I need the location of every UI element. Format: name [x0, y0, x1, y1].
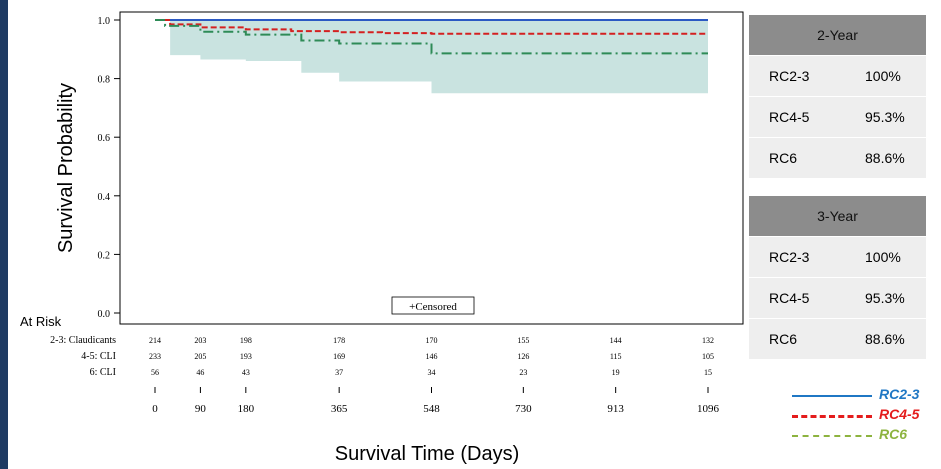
- x-tick-label: 1096: [697, 403, 720, 415]
- two-year-header: 2-Year: [749, 15, 926, 56]
- y-tick-label: 1.0: [98, 16, 111, 27]
- at-risk-value: 15: [704, 368, 712, 377]
- legend-label: RC6: [879, 426, 908, 442]
- legend-line-solid: [792, 395, 872, 397]
- at-risk-value: 170: [426, 336, 438, 345]
- row-value: 95.3%: [839, 96, 926, 138]
- legend-line-dashed: [792, 415, 872, 418]
- x-tick-label: 90: [195, 403, 207, 415]
- confidence-band: [155, 20, 708, 94]
- at-risk-value: 115: [610, 352, 622, 361]
- two-year-table: 2-Year RC2-3 100% RC4-5 95.3% RC6 88.6%: [749, 15, 926, 179]
- row-label: RC4-5: [749, 277, 839, 319]
- at-risk-value: 23: [519, 368, 527, 377]
- legend-item-rc6: RC6: [792, 426, 932, 446]
- y-tick-label: 0.6: [98, 133, 111, 144]
- at-risk-value: 198: [240, 336, 252, 345]
- at-risk-title: At Risk: [20, 314, 62, 329]
- row-value: 88.6%: [839, 137, 926, 179]
- at-risk-row-label: 6: CLI: [90, 367, 116, 378]
- legend-label: RC4-5: [879, 406, 920, 422]
- x-tick-label: 548: [423, 403, 440, 415]
- censored-legend-label: +Censored: [409, 301, 457, 313]
- y-tick-label: 0.8: [98, 75, 111, 86]
- y-tick-label: 0.2: [98, 250, 111, 261]
- at-risk-value: 146: [426, 352, 438, 361]
- at-risk-row-label: 4-5: CLI: [81, 351, 116, 362]
- row-value: 100%: [839, 55, 926, 97]
- three-year-table: 3-Year RC2-3 100% RC4-5 95.3% RC6 88.6%: [749, 196, 926, 360]
- row-value: 88.6%: [839, 318, 926, 360]
- at-risk-value: 169: [333, 352, 345, 361]
- legend-item-rc4-5: RC4-5: [792, 406, 932, 426]
- at-risk-value: 155: [517, 336, 529, 345]
- at-risk-value: 203: [194, 336, 206, 345]
- row-label: RC6: [749, 137, 839, 179]
- at-risk-value: 105: [702, 352, 714, 361]
- x-axis-label: Survival Time (Days): [335, 443, 519, 465]
- x-tick-label: 913: [607, 403, 624, 415]
- at-risk-value: 178: [333, 336, 345, 345]
- at-risk-row-label: 2-3: Claudicants: [50, 335, 116, 346]
- y-tick-label: 0.4: [98, 192, 111, 203]
- x-tick-label: 730: [515, 403, 532, 415]
- x-tick-label: 180: [238, 403, 255, 415]
- at-risk-value: 56: [151, 368, 159, 377]
- x-tick-label: 365: [331, 403, 348, 415]
- at-risk-value: 205: [194, 352, 206, 361]
- row-value: 95.3%: [839, 277, 926, 319]
- survival-chart: 0.0 0.2 0.4 0.6 0.8 1.0 0 90 180 365 548 730 913 109…: [20, 11, 744, 465]
- legend: RC2-3 RC4-5 RC6: [792, 386, 932, 446]
- at-risk-value: 144: [610, 336, 622, 345]
- at-risk-value: 19: [612, 368, 620, 377]
- at-risk-value: 233: [149, 352, 161, 361]
- legend-line-dashdot: [792, 435, 872, 437]
- at-risk-value: 193: [240, 352, 252, 361]
- y-axis-label: Survival Probability: [55, 83, 77, 253]
- legend-item-rc2-3: RC2-3: [792, 386, 932, 406]
- at-risk-value: 43: [242, 368, 250, 377]
- at-risk-value: 214: [149, 336, 161, 345]
- at-risk-value: 126: [517, 352, 529, 361]
- three-year-header: 3-Year: [749, 196, 926, 237]
- censored-legend-box: [391, 296, 475, 315]
- left-accent-bar: [0, 0, 8, 469]
- x-tick-label: 0: [152, 403, 158, 415]
- at-risk-value: 37: [335, 368, 343, 377]
- row-label: RC2-3: [749, 236, 839, 278]
- series-line-rc6: [155, 19, 708, 55]
- row-label: RC6: [749, 318, 839, 360]
- legend-label: RC2-3: [879, 386, 920, 402]
- row-value: 100%: [839, 236, 926, 278]
- at-risk-value: 34: [428, 368, 436, 377]
- row-label: RC4-5: [749, 96, 839, 138]
- at-risk-value: 46: [196, 368, 204, 377]
- row-label: RC2-3: [749, 55, 839, 97]
- series-line-rc4-5: [155, 19, 708, 35]
- y-tick-label: 0.0: [98, 309, 111, 320]
- at-risk-value: 132: [702, 336, 714, 345]
